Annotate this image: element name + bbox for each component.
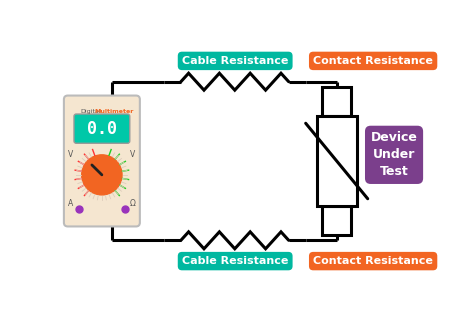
Circle shape xyxy=(82,155,122,195)
Text: A: A xyxy=(68,199,73,208)
Bar xyxy=(322,87,351,116)
Bar xyxy=(322,206,351,235)
Text: Contact Resistance: Contact Resistance xyxy=(313,256,433,266)
Text: Cable Resistance: Cable Resistance xyxy=(182,56,288,66)
Text: V: V xyxy=(68,150,73,159)
Text: Digital: Digital xyxy=(81,109,101,114)
Bar xyxy=(317,116,357,206)
Text: Multimeter: Multimeter xyxy=(95,109,134,114)
Text: Device
Under
Test: Device Under Test xyxy=(371,131,418,178)
Text: V: V xyxy=(130,150,136,159)
Text: 0.0: 0.0 xyxy=(87,120,117,138)
Text: Ω: Ω xyxy=(130,199,136,208)
FancyBboxPatch shape xyxy=(64,95,140,226)
FancyBboxPatch shape xyxy=(74,114,130,143)
Text: Contact Resistance: Contact Resistance xyxy=(313,56,433,66)
Text: Cable Resistance: Cable Resistance xyxy=(182,256,288,266)
